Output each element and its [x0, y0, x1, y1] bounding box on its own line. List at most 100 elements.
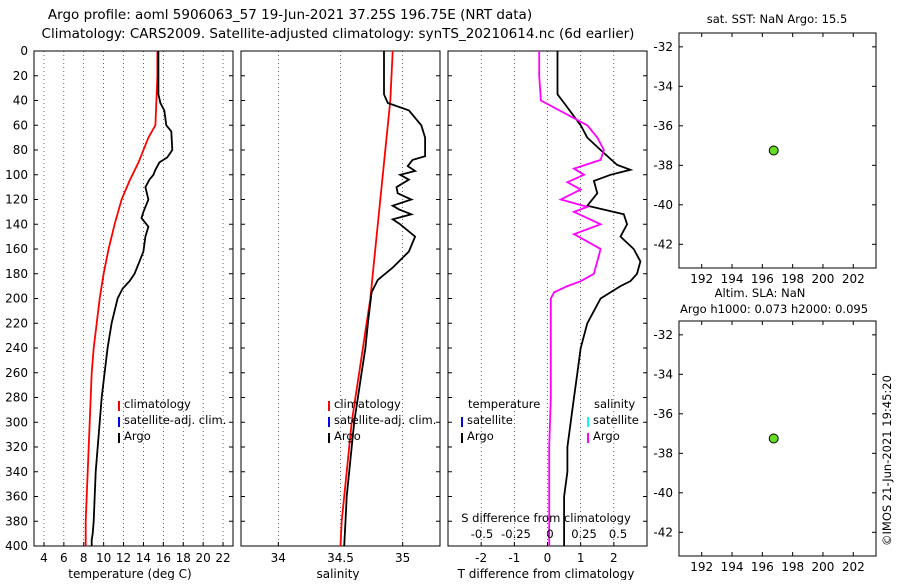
- title-line-2: Climatology: CARS2009. Satellite-adjuste…: [42, 26, 635, 42]
- series-argo: [343, 51, 427, 547]
- sla-map-title: Altim. SLA: NaN: [715, 286, 806, 300]
- map-x-tick-label: 202: [842, 560, 865, 574]
- map-x-tick-label: 196: [751, 272, 774, 286]
- legend-label-t-argo: Argo: [467, 429, 494, 443]
- legend-label-t-satellite: satellite: [467, 413, 513, 427]
- map-x-tick-label: 198: [781, 560, 804, 574]
- legend-label-climatology: climatology: [334, 397, 401, 411]
- map-y-tick-label: -40: [653, 198, 673, 212]
- difference-top-xlabel: S difference from climatology: [461, 511, 631, 525]
- salinity-legend: climatology satellite-adj. clim. Argo: [328, 397, 436, 443]
- difference-xlabel: T difference from climatology: [457, 567, 635, 580]
- series-climatology: [84, 51, 159, 546]
- series-t-argo: [556, 51, 642, 546]
- temperature-legend: climatology satellite-adj. clim. Argo: [118, 397, 226, 443]
- depth-axis: 0 20 40 60 80 100 120 140 160 180 200 220 240 260 280 3…: [5, 44, 28, 553]
- depth-tick-label: 0: [20, 44, 28, 58]
- title-line-1: Argo profile: aoml 5906063_57 19-Jun-202…: [48, 7, 532, 23]
- legend-label-climatology: climatology: [124, 397, 191, 411]
- argo-location-marker: [768, 145, 779, 156]
- legend-label-s-satellite: satellite: [593, 413, 639, 427]
- legend-label-s-argo: Argo: [593, 429, 620, 443]
- salinity-plot: 34 34.5 35: [241, 50, 440, 565]
- s-tick-label: 0: [546, 527, 553, 541]
- temperature-xlabel: temperature (deg C): [68, 567, 191, 580]
- map-y-tick-label: -32: [653, 40, 673, 54]
- map-x-tick-label: 198: [781, 272, 804, 286]
- depth-tick-label: 100: [5, 168, 28, 182]
- depth-tick-label: 220: [5, 316, 28, 330]
- x-tick-label: -2: [475, 551, 487, 565]
- x-tick-label: 2: [610, 551, 618, 565]
- s-tick-label: -0.5: [471, 527, 493, 541]
- map-y-tick-label: -36: [653, 407, 673, 421]
- x-tick-label: 35: [395, 551, 410, 565]
- map-y-tick-label: -42: [653, 525, 673, 539]
- x-tick-label: 14: [136, 551, 151, 565]
- depth-tick-label: 400: [5, 539, 28, 553]
- map-y-tick-label: -40: [653, 486, 673, 500]
- depth-tick-label: 380: [5, 514, 28, 528]
- map-x-tick-label: 194: [721, 560, 744, 574]
- depth-tick-label: 340: [5, 465, 28, 479]
- depth-tick-label: 240: [5, 341, 28, 355]
- x-tick-label: 18: [176, 551, 191, 565]
- map-x-tick-label: 200: [812, 272, 835, 286]
- map-x-tick-label: 200: [812, 560, 835, 574]
- series-s-argo: [538, 51, 605, 546]
- depth-tick-label: 20: [13, 69, 28, 83]
- x-tick-label: 1: [577, 551, 585, 565]
- map-x-tick-label: 196: [751, 560, 774, 574]
- depth-tick-label: 120: [5, 193, 28, 207]
- depth-tick-label: 140: [5, 217, 28, 231]
- x-tick-label: 4: [40, 551, 48, 565]
- depth-tick-label: 80: [13, 143, 28, 157]
- x-tick-label: -1: [508, 551, 520, 565]
- x-tick-label: 8: [80, 551, 88, 565]
- map-frame: [678, 32, 877, 269]
- map-x-tick-label: 192: [690, 272, 713, 286]
- difference-legend: temperature satellite Argo salinity sate…: [461, 397, 639, 443]
- map-y-tick-label: -36: [653, 119, 673, 133]
- map-x-tick-label: 194: [721, 272, 744, 286]
- depth-tick-label: 160: [5, 242, 28, 256]
- sst-map: 192 194 196 198 200 202 -32 -34 -36 -38 -40 -42: [653, 32, 877, 286]
- depth-tick-label: 320: [5, 440, 28, 454]
- depth-tick-label: 40: [13, 94, 28, 108]
- depth-tick-label: 300: [5, 415, 28, 429]
- depth-tick-label: 260: [5, 366, 28, 380]
- map-y-tick-label: -32: [653, 328, 673, 342]
- x-tick-label: 0: [544, 551, 552, 565]
- series-argo: [90, 51, 174, 546]
- map-y-tick-label: -34: [653, 79, 673, 93]
- x-tick-label: 10: [96, 551, 111, 565]
- legend-title-temperature: temperature: [468, 397, 540, 411]
- x-tick-label: 34: [271, 551, 286, 565]
- s-tick-label: 0.5: [609, 527, 627, 541]
- legend-title-salinity: salinity: [594, 397, 635, 411]
- map-x-tick-label: 192: [690, 560, 713, 574]
- temperature-plot: 4 6 8 10 12 14 16 18 20 22: [34, 50, 233, 565]
- sla-map-subtitle: Argo h1000: 0.073 h2000: 0.095: [680, 302, 868, 316]
- depth-tick-label: 180: [5, 267, 28, 281]
- difference-plot: -2 -1 0 1 2 -0.5 -0.25 0 0.25 0.5: [448, 50, 647, 565]
- x-tick-label: 6: [60, 551, 68, 565]
- depth-tick-label: 60: [13, 118, 28, 132]
- legend-label-satellite: satellite-adj. clim.: [124, 413, 226, 427]
- sst-map-title: sat. SST: NaN Argo: 15.5: [707, 12, 848, 26]
- s-tick-label: 0.25: [571, 527, 597, 541]
- x-tick-label: 34.5: [327, 551, 354, 565]
- depth-tick-label: 200: [5, 292, 28, 306]
- salinity-xlabel: salinity: [316, 567, 359, 580]
- legend-label-satellite: satellite-adj. clim.: [334, 413, 436, 427]
- x-tick-label: 16: [156, 551, 171, 565]
- legend-label-argo: Argo: [334, 429, 361, 443]
- map-y-tick-label: -38: [653, 158, 673, 172]
- map-y-tick-label: -42: [653, 237, 673, 251]
- depth-tick-label: 280: [5, 391, 28, 405]
- map-y-tick-label: -34: [653, 367, 673, 381]
- legend-label-argo: Argo: [124, 429, 151, 443]
- x-tick-label: 12: [116, 551, 131, 565]
- map-y-tick-label: -38: [653, 446, 673, 460]
- map-x-tick-label: 202: [842, 272, 865, 286]
